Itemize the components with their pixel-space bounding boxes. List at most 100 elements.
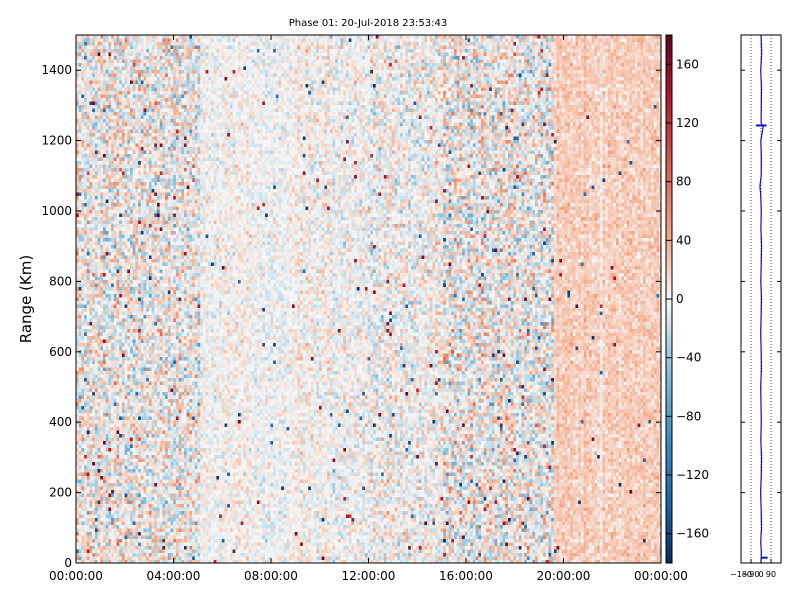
heatmap-cell <box>513 35 517 39</box>
heatmap-cell <box>281 101 285 106</box>
heatmap-cell <box>621 52 625 57</box>
heatmap-cell <box>116 70 120 74</box>
heatmap-cell <box>564 105 568 109</box>
heatmap-cell <box>305 73 309 78</box>
heatmap-cell <box>246 56 250 60</box>
heatmap-cell <box>154 59 158 64</box>
heatmap-cell <box>81 115 85 120</box>
heatmap-cell <box>605 91 609 95</box>
heatmap-cell <box>240 91 244 95</box>
heatmap-cell <box>443 42 447 46</box>
heatmap-cell <box>408 105 412 109</box>
heatmap-cell <box>505 35 509 39</box>
heatmap-cell <box>634 63 638 67</box>
heatmap-cell <box>656 108 660 113</box>
heatmap-cell <box>435 42 439 46</box>
heatmap-cell <box>202 38 206 43</box>
heatmap-cell <box>283 105 287 109</box>
heatmap-cell <box>621 66 625 71</box>
heatmap-cell <box>154 87 158 92</box>
heatmap-cell <box>221 105 225 109</box>
heatmap-cell <box>346 108 349 113</box>
heatmap-cell <box>499 108 503 113</box>
heatmap-cell <box>508 42 511 46</box>
heatmap-cell <box>583 42 587 46</box>
heatmap-cell <box>302 73 306 78</box>
heatmap-cell <box>162 45 166 50</box>
heatmap-cell <box>494 112 498 116</box>
heatmap-cell <box>394 87 398 92</box>
heatmap-cell <box>591 49 595 53</box>
heatmap-cell <box>359 87 363 92</box>
heatmap-cell <box>300 63 304 67</box>
heatmap-cell <box>597 77 601 81</box>
heatmap-cell <box>383 108 387 113</box>
heatmap-cell <box>548 70 552 74</box>
heatmap-cell <box>486 98 490 102</box>
heatmap-cell <box>335 66 339 71</box>
heatmap-cell <box>518 80 522 85</box>
heatmap-cell <box>416 49 420 53</box>
heatmap-cell <box>346 112 349 116</box>
heatmap-cell <box>103 35 106 39</box>
heatmap-cell <box>240 49 244 53</box>
heatmap-cell <box>130 84 133 88</box>
heatmap-cell <box>278 98 282 102</box>
heatmap-cell <box>572 98 576 102</box>
heatmap-cell <box>235 56 239 60</box>
heatmap-cell <box>443 70 447 74</box>
heatmap-cell <box>135 63 139 67</box>
heatmap-cell <box>499 94 503 99</box>
heatmap-cell <box>105 49 109 53</box>
heatmap-cell <box>211 77 214 81</box>
heatmap-cell <box>586 56 590 60</box>
heatmap-cell <box>105 70 109 74</box>
heatmap-cell <box>394 42 398 46</box>
heatmap-cell <box>103 77 106 81</box>
heatmap-cell <box>332 66 336 71</box>
heatmap-cell <box>94 49 98 53</box>
heatmap-cell <box>251 80 255 85</box>
heatmap-cell <box>232 59 236 64</box>
heatmap-cell <box>270 105 274 109</box>
heatmap-cell <box>645 101 649 106</box>
heatmap-cell <box>467 38 471 43</box>
heatmap-cell <box>373 42 376 46</box>
heatmap-cell <box>351 38 355 43</box>
heatmap-cell <box>275 49 279 53</box>
heatmap-cell <box>648 94 652 99</box>
heatmap-cell <box>262 56 266 60</box>
heatmap-cell <box>162 63 166 67</box>
heatmap-cell <box>175 84 179 88</box>
heatmap-cell <box>208 94 212 99</box>
heatmap-cell <box>451 108 455 113</box>
heatmap-cell <box>308 70 312 74</box>
heatmap-cell <box>491 94 495 99</box>
heatmap-cell <box>316 73 320 78</box>
heatmap-cell <box>421 105 425 109</box>
heatmap-cell <box>86 49 90 53</box>
heatmap-cell <box>391 112 395 116</box>
heatmap-cell <box>548 35 552 39</box>
heatmap-cell <box>189 98 193 102</box>
heatmap-cell <box>651 105 655 109</box>
heatmap-cell <box>553 105 557 109</box>
heatmap-cell <box>532 70 536 74</box>
heatmap-cell <box>400 108 403 113</box>
heatmap-cell <box>637 94 641 99</box>
heatmap-cell <box>159 91 163 95</box>
heatmap-cell <box>491 77 495 81</box>
heatmap-cell <box>335 101 339 106</box>
heatmap-cell <box>324 101 328 106</box>
heatmap-cell <box>108 77 112 81</box>
heatmap-cell <box>640 73 644 78</box>
heatmap-cell <box>194 108 198 113</box>
heatmap-cell <box>583 94 587 99</box>
heatmap-cell <box>281 59 285 64</box>
heatmap-cell <box>181 105 185 109</box>
heatmap-cell <box>524 63 528 67</box>
heatmap-cell <box>232 45 236 50</box>
heatmap-cell <box>181 56 185 60</box>
heatmap-cell <box>181 80 185 85</box>
heatmap-cell <box>502 112 506 116</box>
